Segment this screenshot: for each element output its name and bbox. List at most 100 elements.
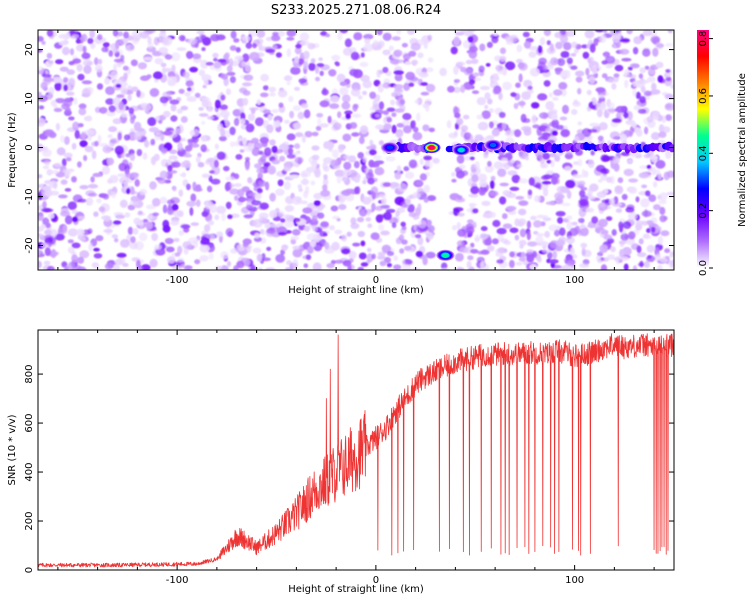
heatmap-cell (305, 185, 310, 195)
heatmap-cell (641, 79, 649, 84)
heatmap-cell (528, 88, 534, 94)
heatmap-cell (391, 112, 397, 117)
heatmap-cell (419, 158, 424, 165)
heatmap-cell (535, 236, 544, 244)
heatmap-cell (71, 176, 77, 183)
heatmap-cell (149, 258, 158, 268)
heatmap-cell (463, 114, 470, 120)
heatmap-cell (479, 43, 486, 52)
heatmap-cell (571, 254, 578, 259)
heatmap-cell (526, 231, 531, 241)
heatmap-cell (75, 38, 81, 44)
heatmap-cell (504, 61, 516, 71)
heatmap-cell (499, 182, 509, 187)
heatmap-cell (90, 176, 95, 183)
heatmap-cell (497, 247, 506, 254)
heatmap-cell (186, 51, 194, 59)
heatmap-cell (427, 34, 433, 41)
heatmap-cell (118, 38, 129, 45)
heatmap-cell (220, 265, 229, 270)
heatmap-cell (160, 62, 167, 68)
heatmap-cell (51, 76, 63, 84)
heatmap-cell (75, 44, 85, 52)
heatmap-cell (565, 30, 576, 37)
heatmap-cell (267, 165, 277, 175)
heatmap-cell (67, 261, 75, 270)
heatmap-cell (637, 108, 647, 114)
heatmap-cell (513, 129, 522, 138)
heatmap-cell (581, 247, 586, 256)
heatmap-cell (163, 37, 169, 45)
heatmap-cell (456, 221, 461, 230)
heatmap-cell (534, 195, 541, 203)
heatmap-cell (617, 177, 624, 184)
heatmap-cell (343, 47, 352, 56)
heatmap-cell (608, 102, 615, 110)
heatmap-cell (464, 155, 472, 161)
heatmap-cell (338, 204, 347, 210)
heatmap-cell (426, 231, 434, 240)
heatmap-cell (196, 30, 205, 35)
heatmap-cell (555, 239, 566, 247)
heatmap-cell (552, 250, 558, 259)
heatmap-cell (269, 92, 276, 97)
heatmap-cell (488, 121, 494, 129)
heatmap-cell (585, 67, 590, 76)
heatmap-cell (209, 170, 215, 174)
heatmap-cell (339, 87, 349, 96)
heatmap-cell (226, 64, 233, 73)
heatmap-cell (565, 236, 575, 244)
heatmap-cell (490, 77, 498, 85)
heatmap-cell (198, 113, 209, 117)
heatmap-cell (360, 262, 369, 267)
heatmap-cell (357, 152, 365, 159)
heatmap-cell (122, 262, 129, 267)
heatmap-cell (605, 216, 613, 222)
heatmap-cell (471, 58, 479, 64)
heatmap-cell (451, 171, 456, 177)
heatmap-cell (56, 147, 66, 156)
heatmap-cell (244, 162, 250, 171)
heatmap-cell (543, 80, 551, 87)
heatmap-cell (399, 248, 405, 254)
heatmap-cell (228, 57, 234, 68)
heatmap-cell (339, 81, 347, 87)
heatmap-cell (143, 56, 153, 61)
heatmap-cell (498, 65, 503, 70)
hot-spot (380, 142, 399, 154)
heatmap-cell (350, 88, 361, 97)
heatmap-cell (634, 127, 641, 134)
heatmap-cell (559, 34, 569, 44)
heatmap-cell (104, 77, 110, 85)
heatmap-cell (523, 128, 532, 136)
heatmap-cell (204, 224, 211, 232)
heatmap-cell (331, 54, 341, 62)
heatmap-cell (651, 115, 660, 120)
heatmap-cell (473, 77, 482, 82)
heatmap-cell (628, 178, 639, 183)
heatmap-cell (358, 207, 368, 217)
heatmap-cell (311, 131, 319, 137)
heatmap-cell (55, 122, 61, 131)
heatmap-cell (283, 214, 291, 219)
heatmap-cell (476, 114, 484, 120)
heatmap-cell (628, 186, 638, 194)
heatmap-cell (286, 133, 296, 141)
heatmap-cell (639, 260, 644, 268)
heatmap-cell (530, 215, 537, 221)
heatmap-cell (167, 158, 172, 165)
heatmap-cell (129, 200, 139, 206)
heatmap-cell (210, 178, 221, 185)
heatmap-cell (183, 265, 193, 270)
snr-x-axis-label: Height of straight line (km) (288, 584, 424, 595)
heatmap-cell (84, 145, 94, 153)
heatmap-cell (519, 244, 524, 249)
heatmap-cell (337, 31, 343, 41)
heatmap-cell (272, 31, 279, 36)
heatmap-cell (487, 98, 493, 105)
heatmap-cell (456, 240, 465, 247)
heatmap-cell (272, 44, 278, 51)
heatmap-cell (517, 164, 523, 168)
heatmap-cell (418, 71, 429, 78)
heatmap-cell (626, 30, 633, 35)
